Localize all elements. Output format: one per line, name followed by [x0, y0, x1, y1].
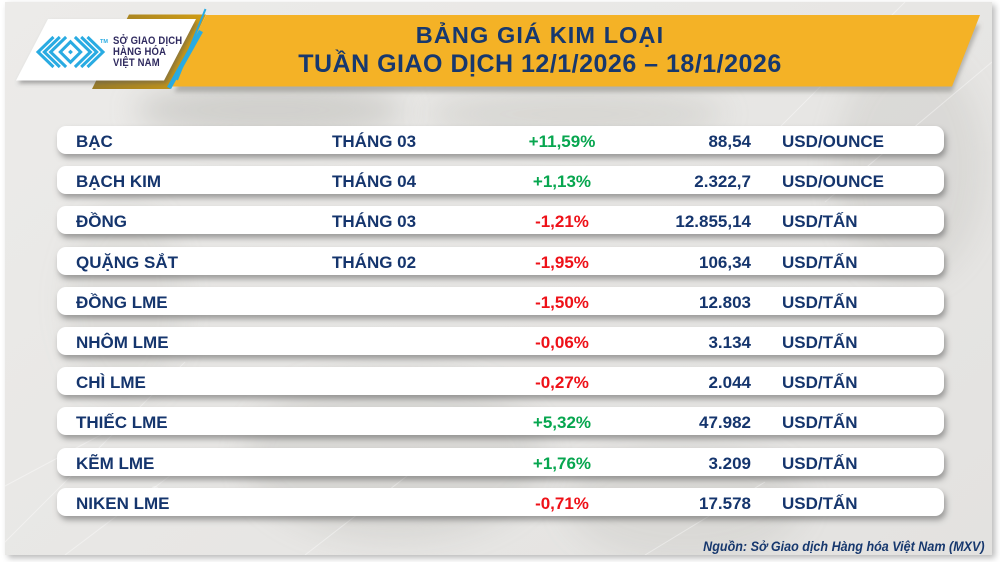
svg-text:TM: TM [100, 39, 108, 45]
